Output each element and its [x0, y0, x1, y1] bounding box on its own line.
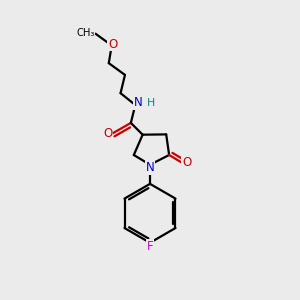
Text: CH₃: CH₃ — [76, 28, 94, 38]
Text: O: O — [103, 127, 112, 140]
Text: O: O — [108, 38, 117, 50]
Text: O: O — [182, 157, 191, 169]
Text: N: N — [134, 96, 142, 109]
Text: H: H — [147, 98, 156, 108]
Text: N: N — [146, 161, 154, 174]
Text: F: F — [147, 240, 153, 253]
